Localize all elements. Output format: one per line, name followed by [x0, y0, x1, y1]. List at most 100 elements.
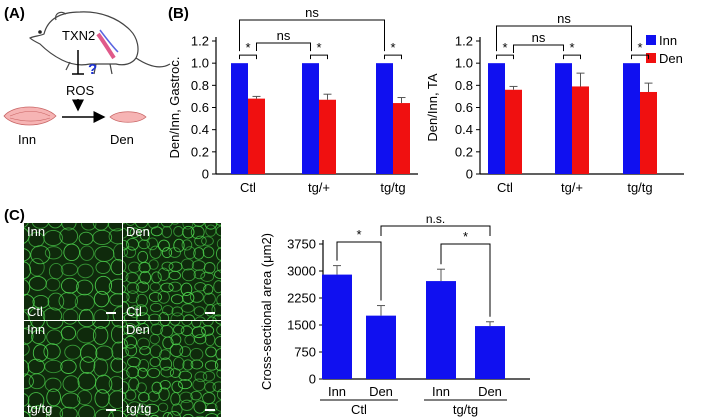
muscle-fiber: [202, 246, 215, 259]
muscle-fiber: [61, 392, 81, 409]
significance-bracket: [631, 54, 649, 60]
muscle-fiber: [123, 391, 127, 401]
muscle-fiber: [160, 223, 173, 228]
muscle-fiber: [47, 292, 65, 311]
x-tick-label: Den: [369, 384, 393, 399]
muscle-fiber: [159, 357, 173, 371]
muscle-fiber: [78, 231, 94, 246]
muscle-fiber: [110, 357, 122, 373]
muscle-fiber: [123, 247, 129, 258]
muscle-fiber: [92, 326, 109, 345]
muscle-fiber: [168, 261, 183, 272]
micrograph-den-tgtg: Den tg/tg: [123, 321, 221, 417]
significance-bracket: [336, 241, 382, 301]
muscle-fiber: [129, 227, 140, 239]
muscle-fiber: [28, 373, 46, 390]
y-tick-label: 1500: [287, 318, 316, 333]
muscle-fiber: [46, 329, 63, 346]
muscle-fiber: [213, 280, 221, 294]
y-tick-label: 0: [202, 167, 209, 182]
muscle-fiber: [78, 404, 96, 417]
muscle-fiber: [159, 321, 171, 327]
muscle-fiber: [139, 229, 151, 241]
muscle-fiber: [93, 358, 109, 377]
scale-bar: [106, 409, 116, 411]
muscle-fiber: [181, 303, 195, 313]
bar-csa: [426, 281, 456, 379]
muscle-fiber: [170, 334, 182, 346]
muscle-fiber: [32, 344, 49, 362]
micrograph-den-ctl: Den Ctl: [123, 223, 221, 320]
muscle-fiber: [24, 311, 30, 320]
muscle-fiber: [92, 321, 110, 329]
bar-inn: [488, 63, 505, 174]
chart-gastroc: 0 0.2 0.4 0.6 0.8 1.0 1.2 Den/Inn, Gastroc. Ctl *…: [167, 5, 418, 195]
muscle-fiber: [123, 291, 130, 303]
muscle-fiber: [168, 247, 181, 258]
muscle-fiber: [149, 302, 163, 313]
muscle-fiber: [203, 292, 216, 306]
muscle-fiber: [158, 387, 170, 401]
bar-den: [572, 86, 589, 174]
group-label: tg/tg: [453, 402, 478, 417]
chart-ta: 0 0.2 0.4 0.6 0.8 1.0 1.2 Den/Inn, TA Ctl * tg/+ * t…: [425, 11, 684, 195]
muscle-fiber: [184, 334, 195, 346]
muscle-fiber: [207, 316, 217, 320]
muscle-fiber: [29, 405, 48, 417]
y-tick-label: 1.0: [191, 56, 209, 71]
muscle-fiber: [214, 358, 221, 372]
muscle-fiber: [178, 370, 192, 381]
y-tick-label: 0.8: [191, 78, 209, 93]
muscle-fiber: [215, 223, 221, 226]
y-tick-label: 0.8: [455, 78, 473, 93]
muscle-fiber: [157, 402, 169, 412]
muscle-fiber: [81, 223, 97, 231]
scale-bar: [205, 409, 215, 411]
muscle-fiber: [78, 308, 94, 320]
muscle-fiber: [214, 335, 221, 348]
muscle-fiber: [182, 223, 194, 230]
muscle-fiber: [77, 372, 97, 391]
muscle-fiber: [46, 388, 61, 407]
legend-swatch-inn: [646, 35, 656, 45]
y-axis-label: Cross-sectional area (μm2): [259, 233, 274, 390]
significance-label: *: [463, 229, 468, 244]
muscle-fiber: [200, 271, 215, 282]
muscle-fiber: [24, 393, 30, 407]
muscle-fiber: [27, 392, 45, 410]
muscle-fiber: [75, 279, 94, 296]
muscle-fiber: [190, 390, 202, 401]
muscle-fiber: [149, 282, 161, 292]
muscle-fiber: [42, 307, 63, 320]
muscle-fiber: [182, 291, 195, 304]
muscle-fiber: [139, 270, 152, 285]
muscle-fiber: [29, 257, 45, 277]
muscle-fiber: [63, 321, 77, 325]
muscle-fiber: [204, 360, 219, 371]
muscle-fiber: [43, 343, 61, 360]
significance-bracket: [239, 54, 257, 60]
muscle-fiber: [179, 346, 191, 357]
muscle-fiber: [168, 270, 181, 281]
muscle-fiber: [124, 335, 138, 349]
x-tick-label: tg/tg: [627, 180, 652, 195]
muscle-fiber: [211, 303, 221, 317]
y-tick-label: 3750: [287, 237, 316, 252]
muscle-fiber: [162, 305, 174, 316]
x-tick-label: tg/+: [308, 180, 330, 195]
muscle-fiber: [182, 359, 194, 371]
muscle-fiber: [123, 369, 130, 380]
muscle-fiber: [203, 262, 216, 274]
muscle-fiber: [112, 306, 122, 320]
muscle-fiber: [170, 294, 184, 305]
y-tick-label: 0.4: [191, 122, 209, 137]
muscle-fiber: [60, 277, 79, 294]
muscle-fiber: [150, 414, 159, 417]
muscle-fiber: [125, 223, 136, 226]
muscle-fiber: [158, 311, 170, 320]
y-tick-label: 2250: [287, 291, 316, 306]
legend: Inn Den: [646, 33, 683, 66]
muscle-fiber: [24, 342, 30, 356]
muscle-fiber: [28, 307, 46, 320]
bar-inn: [555, 63, 572, 174]
